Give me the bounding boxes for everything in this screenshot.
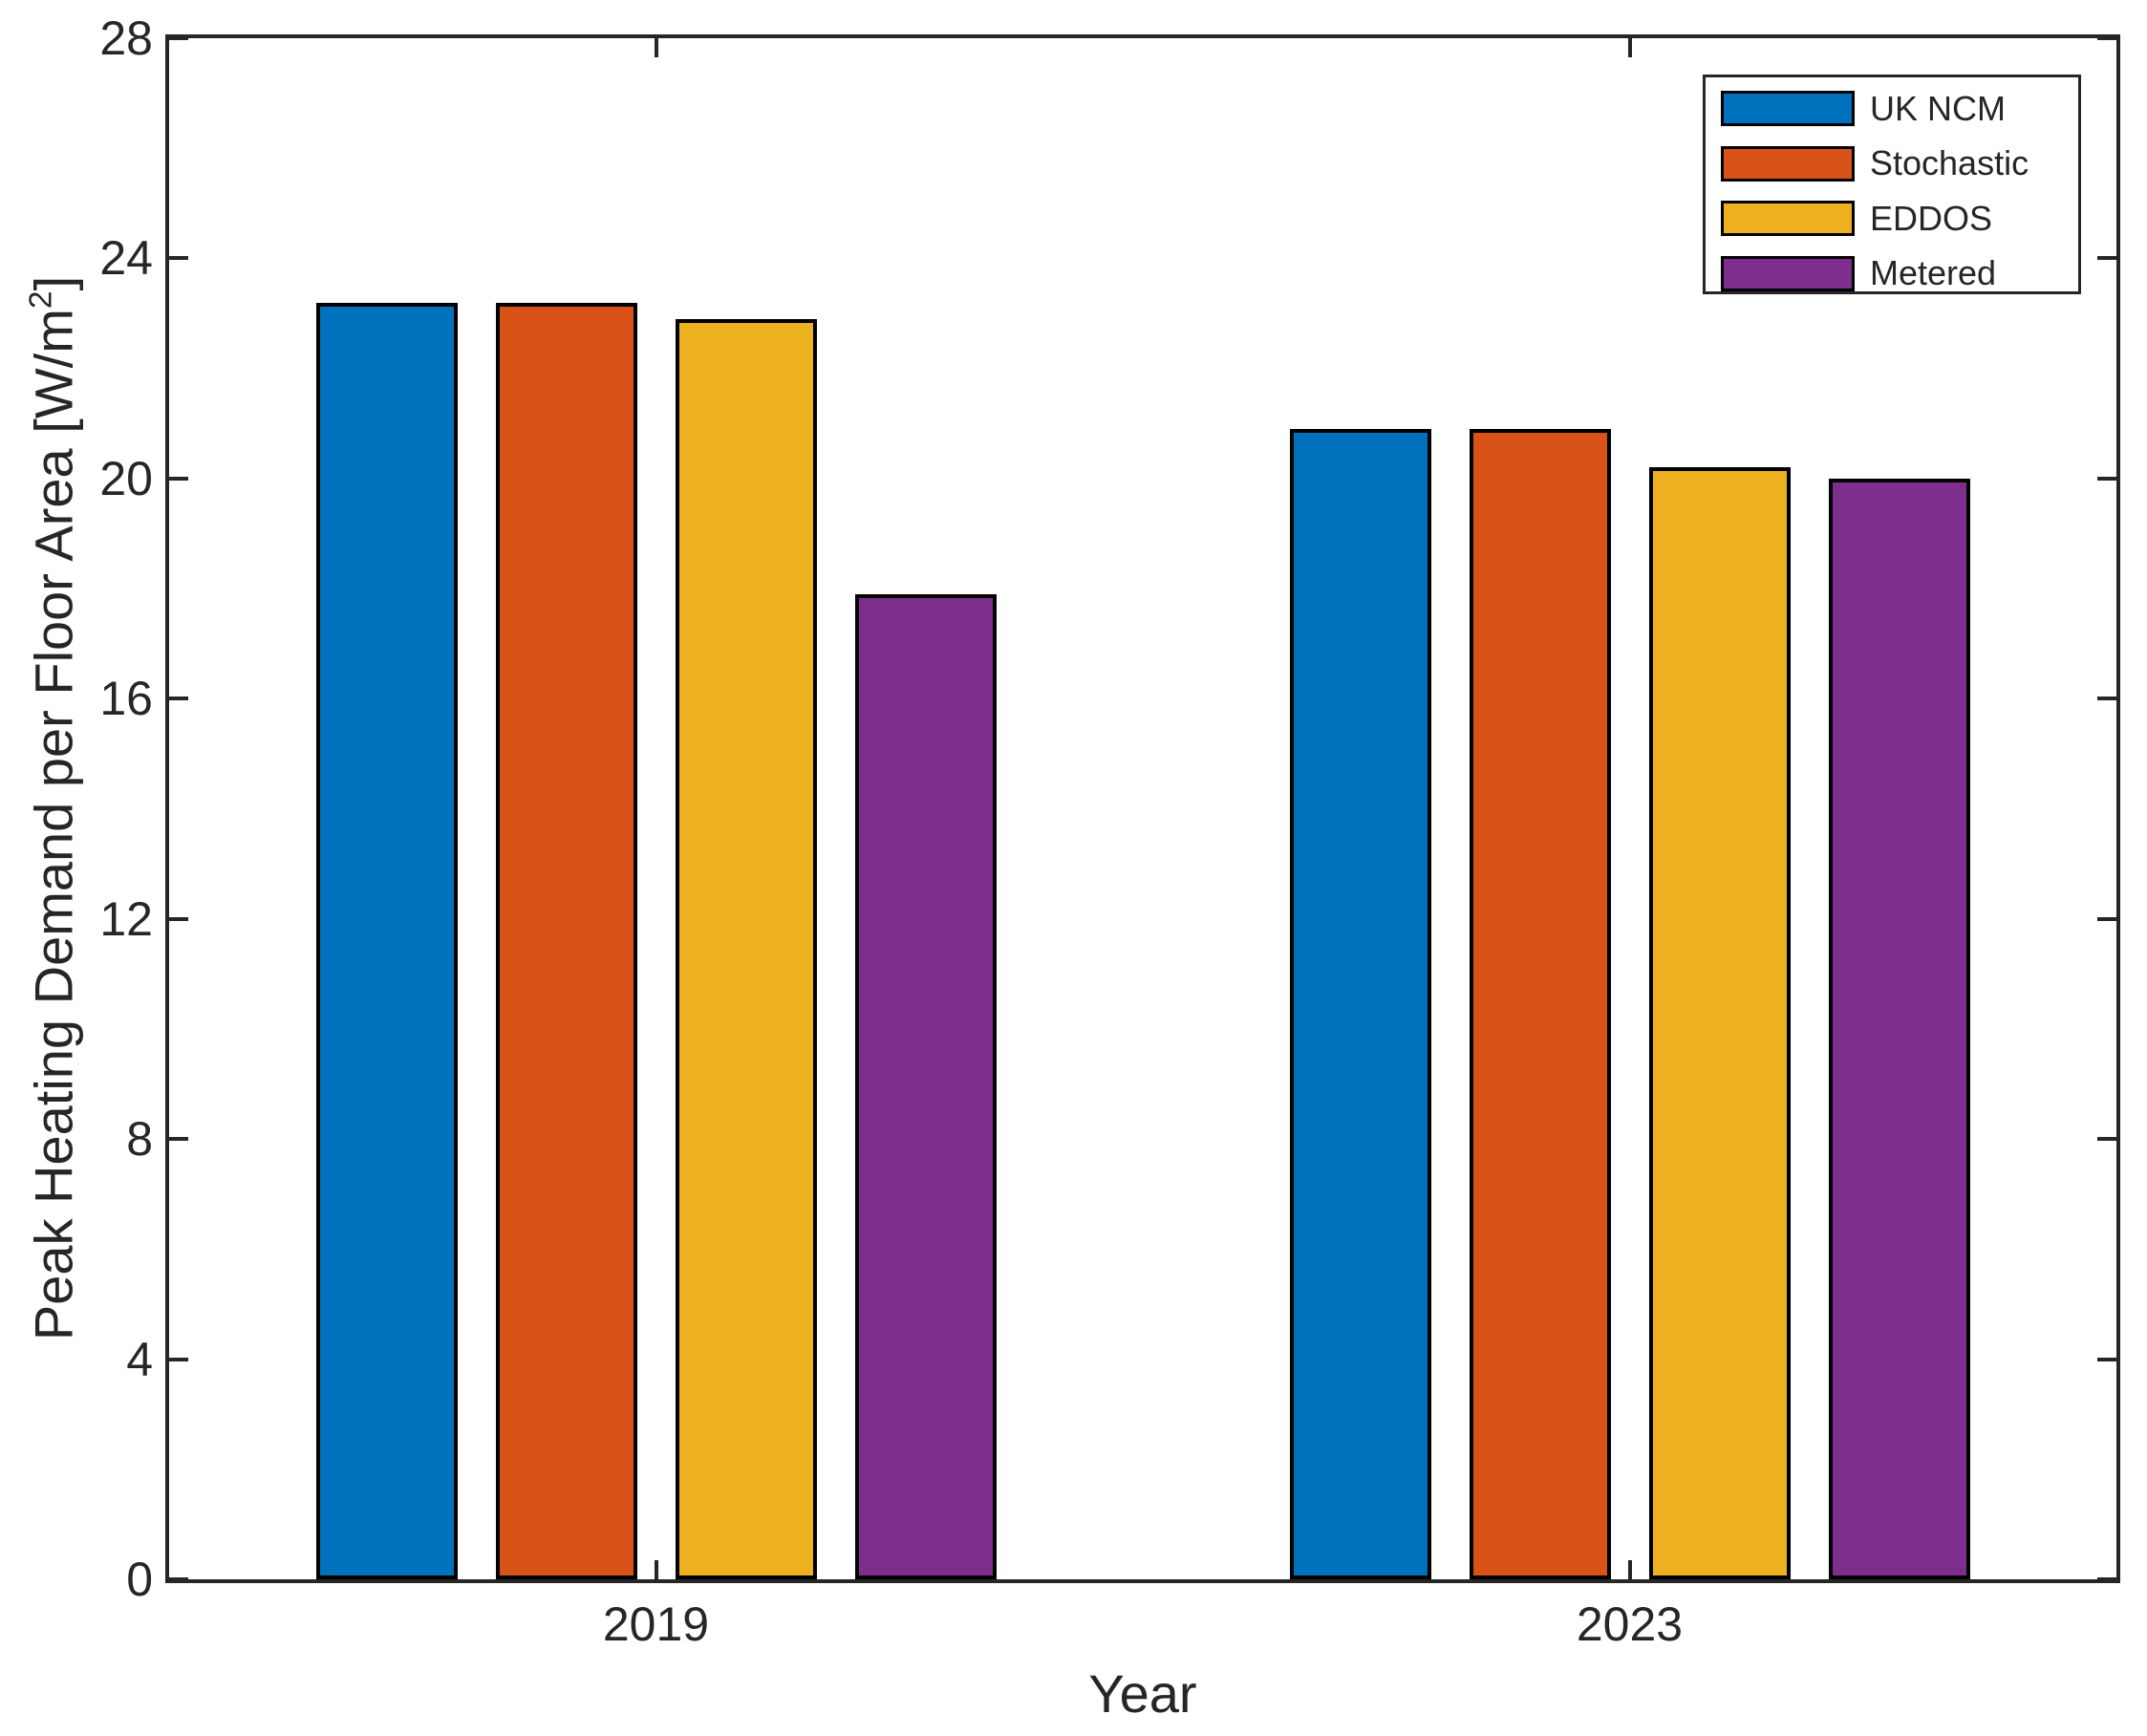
y-tick-right [2097,36,2116,40]
y-tick-left [169,36,188,40]
bar-2023-stochastic [1469,429,1611,1579]
y-tick-label: 20 [99,451,153,505]
bar-2019-stochastic [495,303,637,1579]
legend-swatch-metered [1721,255,1855,291]
y-tick-right [2097,697,2116,701]
y-tick-right [2097,1357,2116,1361]
legend-item: Stochastic [1706,143,2078,183]
x-tick-bottom [1627,1560,1632,1579]
y-tick-right [2097,1577,2116,1581]
y-tick-right [2097,256,2116,261]
x-axis-label: Year [1088,1663,1197,1724]
x-tick-label-2023: 2023 [1576,1597,1684,1651]
y-tick-label: 16 [99,672,153,726]
y-tick-label: 8 [126,1112,153,1167]
y-tick-left [169,256,188,261]
x-tick-label-2019: 2019 [602,1597,710,1651]
bar-2023-metered [1828,479,1970,1579]
y-tick-right [2097,916,2116,921]
legend-swatch-uk-ncm [1721,91,1855,126]
y-tick-right [2097,1137,2116,1142]
legend: UK NCM Stochastic EDDOS Metered [1703,75,2081,294]
bar-2019-metered [854,594,997,1579]
legend-item: EDDOS [1706,198,2078,238]
legend-label: UK NCM [1870,88,2006,128]
legend-item: Metered [1706,253,2078,293]
x-tick-bottom [654,1560,658,1579]
y-axis-label-superscript: 2 [23,290,59,310]
bar-2019-uk-ncm [315,303,458,1579]
y-tick-label: 24 [99,231,153,286]
y-tick-label: 0 [126,1553,153,1606]
y-tick-right [2097,476,2116,481]
y-tick-left [169,1357,188,1361]
bar-2023-eddos [1648,467,1791,1579]
bar-2019-eddos [675,319,817,1579]
legend-item: UK NCM [1706,88,2078,128]
y-tick-label: 12 [99,891,153,946]
y-tick-left [169,697,188,701]
y-tick-left [169,1137,188,1142]
x-tick-top [654,38,658,57]
y-tick-left [169,476,188,481]
y-tick-left [169,1577,188,1581]
legend-label: EDDOS [1870,198,1993,238]
y-tick-label: 4 [126,1332,153,1386]
x-tick-top [1627,38,1632,57]
bar-2023-uk-ncm [1289,429,1431,1579]
y-tick-label: 28 [99,11,153,65]
legend-label: Metered [1870,253,1997,293]
legend-swatch-eddos [1721,201,1855,237]
legend-label: Stochastic [1870,143,2029,183]
y-tick-left [169,916,188,921]
legend-swatch-stochastic [1721,145,1855,182]
